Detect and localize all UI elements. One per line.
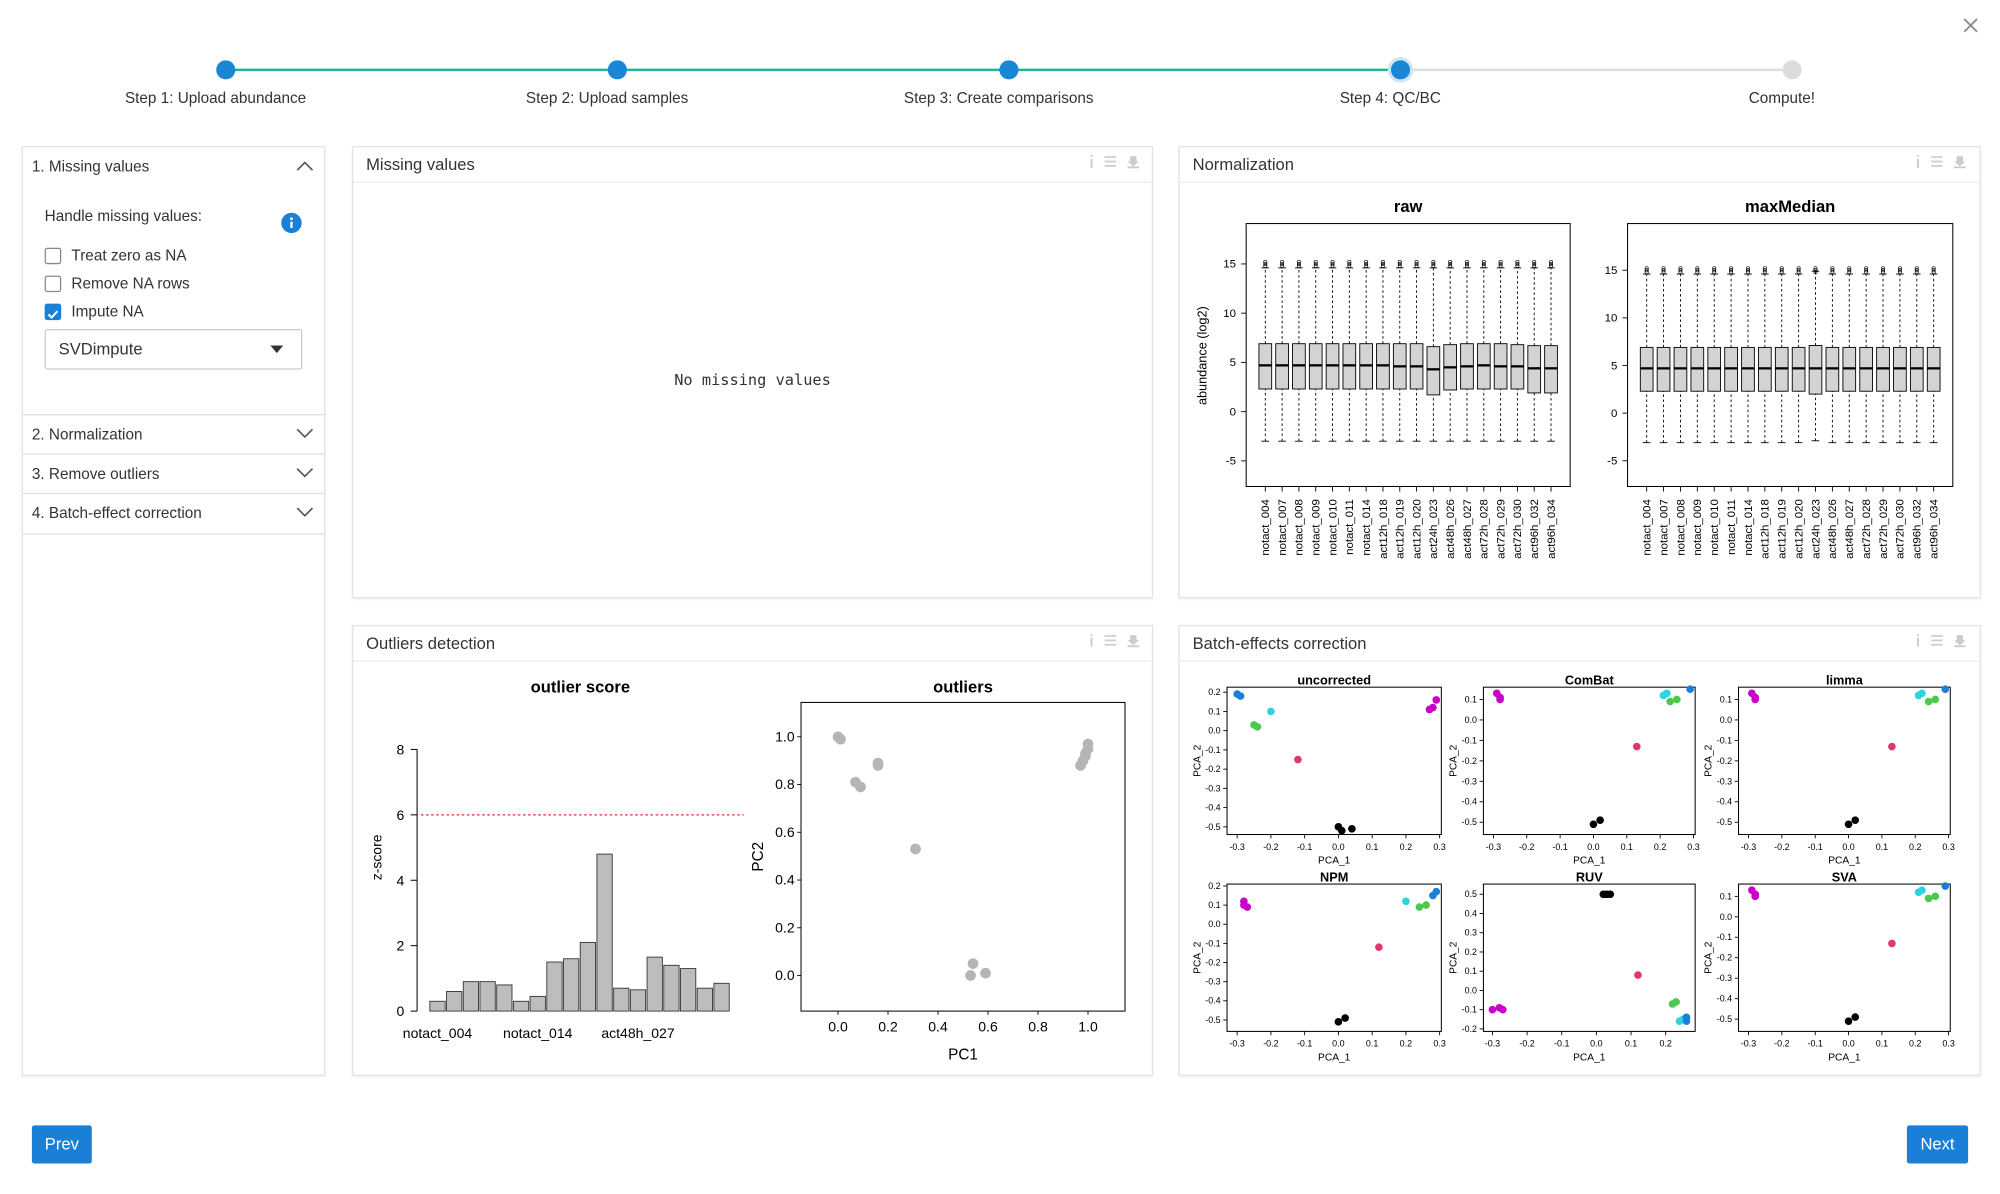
sidebar: 1. Missing values Handle missing values:… (21, 146, 326, 1076)
select-value: SVDimpute (58, 339, 143, 359)
checkbox[interactable] (44, 303, 62, 321)
section-title: 2. Normalization (31, 425, 143, 444)
step-label: Step 1: Upload abundance (125, 90, 306, 107)
chevron-down (296, 507, 314, 517)
step-label: Step 4: QC/BC (1340, 90, 1441, 107)
panel: Batch-effects correction (1178, 624, 1981, 1076)
panel-title: Missing values (353, 147, 1152, 183)
step-dot (216, 60, 236, 80)
checkbox-label: Impute NA (71, 302, 144, 321)
checkbox-label: Remove NA rows (71, 274, 190, 293)
step-dot (607, 60, 627, 80)
section-title: 3. Remove outliers (31, 464, 160, 483)
checkbox[interactable] (44, 247, 62, 265)
section-title: 4. Batch-effect correction (31, 504, 202, 523)
step-dot (1782, 60, 1802, 80)
prev-button[interactable]: Prev (31, 1125, 92, 1164)
close-icon[interactable] (1962, 17, 1980, 35)
chevron-down (296, 428, 314, 439)
step-label: Step 3: Create comparisons (904, 90, 1094, 107)
step-ring (1387, 57, 1414, 83)
checkbox[interactable] (44, 275, 62, 293)
chevron-up (296, 161, 314, 171)
step-label: Step 2: Upload samples (526, 90, 689, 107)
checkbox-label: Treat zero as NA (71, 246, 187, 265)
panel: Missing values No missing values (352, 146, 1154, 599)
section-title: 1. Missing values (31, 157, 150, 176)
panel: Outliers detection (352, 624, 1154, 1076)
section-header[interactable]: 3. Remove outliers (22, 453, 324, 494)
info-icon[interactable] (281, 212, 303, 234)
panel: Normalization (1178, 146, 1981, 599)
chevron-down (296, 468, 314, 478)
field-label: Handle missing values: (44, 207, 203, 225)
panel-title: Outliers detection (353, 626, 1152, 662)
empty-message: No missing values (674, 370, 831, 389)
step-label: Compute! (1749, 90, 1815, 107)
section-header[interactable]: 2. Normalization (22, 414, 324, 455)
step-dot (1390, 60, 1411, 80)
check-mark (47, 310, 59, 320)
section-header[interactable]: 1. Missing values (23, 147, 324, 186)
section-header[interactable]: 4. Batch-effect correction (22, 492, 324, 535)
panel-title: Normalization (1179, 147, 1980, 183)
panel-title: Batch-effects correction (1179, 626, 1980, 662)
dropdown-arrow (270, 345, 284, 354)
step-dot (999, 60, 1019, 80)
method-select[interactable]: SVDimpute (44, 328, 303, 370)
next-button[interactable]: Next (1906, 1125, 1969, 1164)
